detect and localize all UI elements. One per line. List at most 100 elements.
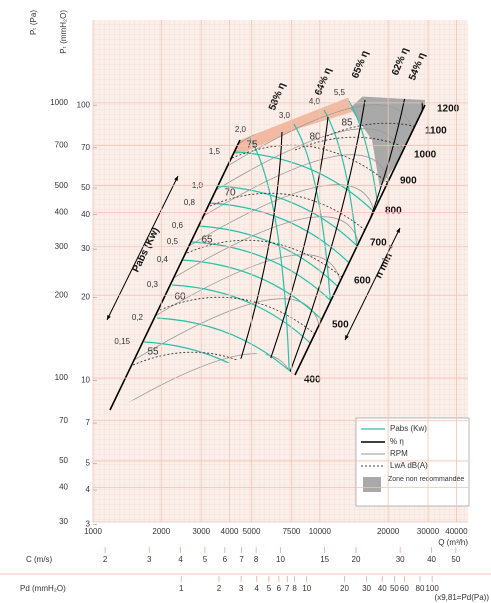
y2-axis-title: Pₜ (mmH₂O) bbox=[59, 10, 68, 54]
arrow-head bbox=[107, 315, 111, 320]
x-tick-label: 10000 bbox=[309, 527, 332, 536]
x-tick-label: 1000 bbox=[84, 527, 102, 536]
rpm-label: 500 bbox=[332, 320, 349, 331]
scale-tick-label: 2 bbox=[103, 555, 108, 564]
x-tick-label: 40000 bbox=[445, 527, 468, 536]
rpm-curve bbox=[155, 254, 341, 317]
y-tick-label: 100 bbox=[55, 373, 69, 382]
legend-label: RPM bbox=[390, 449, 408, 458]
legend-zone: Zone non recommandée bbox=[388, 476, 465, 483]
power-label: 0,8 bbox=[184, 198, 196, 207]
rpm-curve bbox=[110, 353, 293, 410]
lwa-label: 85 bbox=[341, 118, 353, 129]
power-line bbox=[249, 137, 291, 399]
scale-tick-label: 60 bbox=[400, 584, 409, 593]
y-tick-label: 200 bbox=[55, 290, 69, 299]
arrow-head bbox=[396, 228, 400, 233]
power-label: 0,4 bbox=[157, 255, 169, 264]
y-tick-label: 30 bbox=[59, 517, 68, 526]
x-axis-title: Q (m³/h) bbox=[438, 538, 468, 547]
scale-tick-label: 5 bbox=[203, 555, 208, 564]
y-tick-label: 400 bbox=[55, 207, 69, 216]
lwa-curve bbox=[186, 239, 358, 291]
scale-tick-label: 40 bbox=[427, 555, 436, 564]
scale-tick-label: 50 bbox=[451, 555, 460, 564]
y-tick-label: 300 bbox=[55, 242, 69, 251]
scale-tick-label: 5 bbox=[267, 584, 272, 593]
y2-tick-label: 40 bbox=[81, 210, 90, 219]
y2-tick-label: 7 bbox=[86, 418, 91, 427]
power-line bbox=[216, 185, 368, 257]
scale-tick-label: 8 bbox=[254, 555, 259, 564]
x-tick-label: 5000 bbox=[243, 527, 261, 536]
rpm-curve bbox=[203, 154, 389, 217]
scale-tick-label: 30 bbox=[396, 555, 405, 564]
scale-tick-label: 20 bbox=[340, 584, 349, 593]
power-line bbox=[171, 284, 323, 356]
power-label: 0,2 bbox=[132, 313, 144, 322]
y2-tick-label: 5 bbox=[86, 458, 91, 467]
legend: Pabs (Kw) % η RPM LwA dB(A) Zone non rec… bbox=[355, 417, 470, 507]
power-label: 0,3 bbox=[147, 280, 159, 289]
rpm-label: 1200 bbox=[437, 104, 460, 115]
efficiency-line bbox=[267, 116, 329, 367]
x-tick-label: 20000 bbox=[377, 527, 400, 536]
rpm-label: 700 bbox=[370, 238, 387, 249]
velocity-scale-label: C (m/s) bbox=[26, 555, 53, 564]
y2-tick-label: 4 bbox=[86, 485, 91, 494]
scale-tick-label: 1 bbox=[179, 584, 184, 593]
scale-tick-label: 80 bbox=[416, 584, 425, 593]
power-label: 5,5 bbox=[334, 88, 346, 97]
lwa-label: 80 bbox=[309, 132, 321, 143]
y-tick-label: 1000 bbox=[50, 98, 68, 107]
lwa-label: 70 bbox=[224, 188, 236, 199]
lwa-label: 60 bbox=[174, 292, 186, 303]
power-label: 2,0 bbox=[235, 125, 247, 134]
y-tick-label: 500 bbox=[55, 181, 69, 190]
lwa-curve bbox=[132, 351, 304, 403]
lwa-label: 55 bbox=[147, 347, 159, 358]
x-tick-label: 7500 bbox=[283, 527, 301, 536]
y-tick-label: 40 bbox=[59, 483, 68, 492]
y2-tick-label: 20 bbox=[81, 293, 90, 302]
rpm-curve bbox=[227, 104, 413, 167]
legend-label: Zone non recommandée bbox=[388, 476, 465, 483]
y2-tick-label: 10 bbox=[81, 376, 90, 385]
y-tick-label: 50 bbox=[59, 456, 68, 465]
rpm-label: 1000 bbox=[414, 150, 437, 161]
y2-tick-label: 30 bbox=[81, 244, 90, 253]
efficiency-line bbox=[239, 131, 283, 363]
lwa-curve bbox=[209, 192, 381, 244]
power-line bbox=[191, 241, 343, 313]
edge bbox=[109, 139, 241, 411]
x-tick-label: 3000 bbox=[192, 527, 210, 536]
x-tick-label: 4000 bbox=[221, 527, 239, 536]
legend-label: % η bbox=[390, 437, 404, 446]
power-line bbox=[181, 259, 333, 331]
y-tick-label: 700 bbox=[55, 141, 69, 150]
scale-tick-label: 10 bbox=[276, 555, 285, 564]
scale-tick-label: 3 bbox=[239, 584, 244, 593]
power-label: 3,0 bbox=[279, 111, 291, 120]
legend-label: LwA dB(A) bbox=[390, 461, 428, 470]
x-tick-label: 2000 bbox=[152, 527, 170, 536]
rpm-curve bbox=[173, 216, 359, 279]
scale-tick-label: 15 bbox=[320, 555, 329, 564]
scale-tick-label: 4 bbox=[255, 584, 260, 593]
arrow-head bbox=[174, 176, 178, 181]
edge bbox=[294, 104, 426, 376]
scale-tick-label: 4 bbox=[178, 555, 183, 564]
power-label: 4,0 bbox=[309, 97, 321, 106]
scale-tick-label: 7 bbox=[285, 584, 290, 593]
scale-tick-label: 2 bbox=[217, 584, 222, 593]
y-axis-title: Pₜ (Pa) bbox=[29, 10, 38, 35]
y2-tick-label: 50 bbox=[81, 183, 90, 192]
scale-tick-label: 30 bbox=[362, 584, 371, 593]
power-label: 1,5 bbox=[209, 147, 221, 156]
recommended-band bbox=[232, 97, 352, 155]
y-tick-label: 70 bbox=[59, 416, 68, 425]
power-label: 0,15 bbox=[114, 337, 130, 346]
lwa-curve bbox=[159, 296, 331, 348]
arrow-head bbox=[345, 335, 349, 340]
